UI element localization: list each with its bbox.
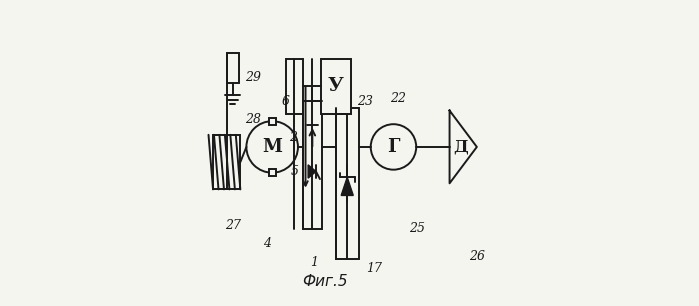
Text: 2: 2 bbox=[289, 131, 297, 144]
Text: 17: 17 bbox=[366, 262, 382, 275]
Polygon shape bbox=[341, 177, 353, 196]
Text: М: М bbox=[262, 138, 282, 156]
Text: Д: Д bbox=[453, 138, 468, 155]
Text: 29: 29 bbox=[245, 71, 261, 84]
Text: 22: 22 bbox=[391, 92, 406, 105]
Polygon shape bbox=[308, 165, 316, 178]
Polygon shape bbox=[449, 110, 477, 183]
Text: 26: 26 bbox=[469, 250, 485, 263]
Text: 28: 28 bbox=[245, 113, 261, 126]
Text: Фиг.5: Фиг.5 bbox=[303, 274, 348, 289]
Bar bbox=[213, 135, 240, 189]
Text: 23: 23 bbox=[357, 95, 373, 108]
Text: У: У bbox=[328, 77, 344, 95]
Bar bbox=[268, 169, 276, 176]
Bar bbox=[321, 59, 351, 114]
Bar bbox=[286, 59, 303, 114]
Bar bbox=[303, 102, 322, 229]
Text: Г: Г bbox=[387, 138, 400, 156]
Bar bbox=[336, 107, 359, 259]
Text: 27: 27 bbox=[224, 219, 240, 232]
Text: 1: 1 bbox=[310, 256, 318, 269]
Circle shape bbox=[247, 121, 298, 173]
Bar bbox=[268, 118, 276, 125]
Text: 6: 6 bbox=[281, 95, 289, 108]
Text: 4: 4 bbox=[263, 237, 271, 251]
Bar bbox=[226, 53, 239, 83]
Circle shape bbox=[370, 124, 416, 170]
Text: 25: 25 bbox=[409, 222, 424, 235]
Text: 5: 5 bbox=[290, 165, 298, 178]
